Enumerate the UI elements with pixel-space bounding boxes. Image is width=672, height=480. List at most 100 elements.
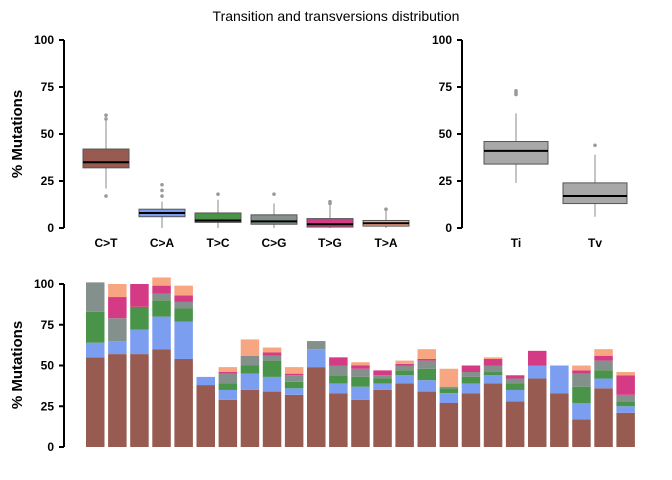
x-tick-label: Tv: [588, 236, 602, 250]
box1-y-tick-label: 75: [41, 80, 55, 94]
bar-segment-T>A: [284, 367, 304, 374]
bar-segment-C>T: [174, 358, 193, 447]
bar-segment-C>G: [594, 360, 613, 371]
bar-segment-T>C: [218, 383, 238, 390]
bar-segment-T>G: [417, 358, 436, 361]
bar-segment-C>A: [284, 388, 304, 395]
bar-segment-T>C: [329, 375, 348, 384]
bar-segment-C>T: [130, 354, 149, 447]
x-tick-label: Ti: [511, 236, 521, 250]
bar-segment-C>G: [572, 373, 591, 387]
bar-segment-T>A: [152, 277, 171, 286]
bar-segment-T>C: [152, 300, 171, 317]
bar-segment-C>A: [395, 375, 414, 384]
bar-segment-T>C: [86, 311, 105, 343]
bar-segment-C>G: [439, 386, 459, 389]
bar-segment-T>A: [240, 339, 260, 356]
x-tick-label: T>C: [206, 236, 229, 250]
bar-segment-C>A: [528, 365, 547, 379]
bar-segment-C>A: [174, 321, 193, 359]
bar-segment-T>G: [528, 350, 547, 366]
bar-segment-T>A: [108, 284, 127, 298]
bar-segment-C>A: [505, 389, 525, 402]
outlier-point: [328, 199, 332, 204]
outlier-point: [514, 88, 518, 93]
bar-segment-C>A: [351, 386, 370, 400]
bar-segment-T>C: [616, 401, 635, 407]
outlier-point: [593, 143, 597, 148]
bar-segment-C>A: [439, 393, 459, 403]
bar-segment-T>A: [174, 285, 193, 296]
bar-segment-T>C: [174, 308, 193, 322]
box-plot-ti-tv: 0 25 50 75 100 Ti Tv: [432, 33, 628, 250]
bar-segment-T>A: [616, 372, 635, 376]
bar-segment-T>G: [218, 372, 238, 374]
bar-segment-T>C: [395, 370, 414, 376]
bar-segment-T>G: [395, 363, 414, 366]
bar-segment-C>T: [439, 402, 459, 447]
bar-segment-T>A: [483, 357, 503, 359]
bar-segment-T>C: [439, 388, 459, 394]
bar-segment-T>G: [284, 373, 304, 376]
bar-segment-C>T: [461, 393, 481, 447]
bar-segment-T>A: [218, 367, 238, 373]
bar-segment-C>A: [550, 365, 569, 394]
box-T>G: [306, 218, 354, 228]
box2-y-tick-label: 25: [439, 174, 453, 188]
x-tick-label: T>A: [374, 236, 397, 250]
bar-segment-C>T: [417, 391, 436, 447]
bar-segment-C>G: [86, 282, 105, 312]
bar-segment-C>T: [550, 393, 569, 447]
box-plot-mutation-classes: 0 25 50 75 100 C>T C>A T>C C>G T>G T>A: [34, 33, 410, 250]
bar-segment-C>G: [483, 365, 503, 373]
bar-segment-C>T: [262, 391, 282, 447]
stacked-bar-chart: 0 25 50 75 100: [34, 277, 635, 454]
bar-segment-C>A: [218, 389, 238, 400]
bar-segment-C>T: [616, 412, 635, 447]
bar-segment-C>A: [483, 375, 503, 384]
outlier-point: [104, 194, 108, 198]
outlier-point: [272, 192, 276, 196]
bar-segment-C>G: [351, 368, 370, 377]
bar-segment-C>T: [594, 388, 613, 447]
bar-segment-C>T: [218, 399, 238, 447]
bar-segment-T>G: [572, 370, 591, 374]
bar-segment-T>C: [594, 370, 613, 379]
bar-segment-C>A: [130, 329, 149, 355]
bar-segment-C>T: [528, 378, 547, 447]
box2-y-tick-label: 0: [445, 221, 452, 235]
bar-segment-T>G: [461, 365, 481, 373]
box-Tv: [562, 182, 628, 205]
bar-segment-T>A: [594, 349, 613, 356]
bar-segment-C>T: [572, 419, 591, 447]
box2-y-tick-label: 75: [439, 80, 453, 94]
y-axis-label-bottom: % Mutations: [9, 321, 26, 409]
bar-segment-T>G: [108, 297, 127, 319]
bar-segment-T>C: [483, 372, 503, 376]
bar-segment-T>A: [351, 362, 370, 366]
bar-segment-C>G: [307, 341, 326, 350]
bar-segment-C>T: [196, 385, 215, 447]
bar-segment-C>G: [329, 365, 348, 376]
box1-y-tick-label: 25: [41, 174, 55, 188]
bar-segment-T>C: [572, 386, 591, 403]
bar-segment-C>T: [505, 401, 525, 447]
bar-segment-C>G: [284, 375, 304, 382]
bar-segment-C>G: [505, 378, 525, 384]
box2-y-tick-label: 100: [432, 33, 452, 47]
bar-y-tick-label: 75: [41, 318, 55, 332]
bar-segment-T>C: [240, 365, 260, 374]
bar-segment-T>C: [284, 381, 304, 389]
bar-segment-C>A: [196, 376, 215, 386]
bar-segment-C>A: [417, 380, 436, 392]
box1-y-tick-label: 0: [47, 221, 54, 235]
bar-segment-C>G: [417, 360, 436, 369]
bar-segment-C>G: [262, 355, 282, 361]
bar-segment-T>A: [572, 365, 591, 371]
bar-segment-C>A: [108, 341, 127, 355]
x-tick-label: C>A: [150, 236, 175, 250]
bar-segment-C>T: [373, 389, 392, 447]
bar-segment-T>C: [417, 368, 436, 381]
bar-segment-C>T: [108, 354, 127, 447]
box-C>T: [82, 148, 130, 169]
